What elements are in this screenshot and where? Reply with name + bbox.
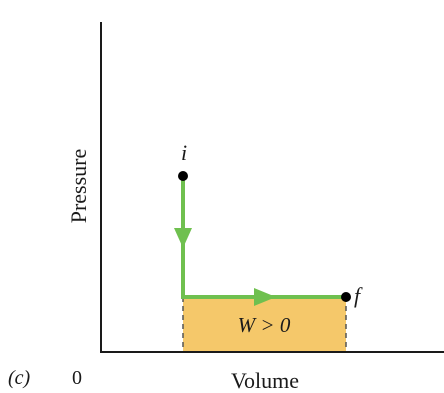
right-arrow (254, 288, 276, 306)
initial-state-point (178, 171, 188, 181)
final-state-label: f (354, 283, 363, 308)
final-state-point (341, 292, 351, 302)
panel-label: (c) (8, 367, 31, 389)
work-label: W > 0 (238, 313, 291, 337)
initial-state-label: i (181, 140, 187, 165)
down-arrow (174, 228, 192, 248)
origin-label: 0 (72, 367, 82, 389)
work-area (183, 297, 346, 352)
y-axis-label: Pressure (66, 149, 91, 224)
x-axis-label: Volume (231, 368, 299, 393)
